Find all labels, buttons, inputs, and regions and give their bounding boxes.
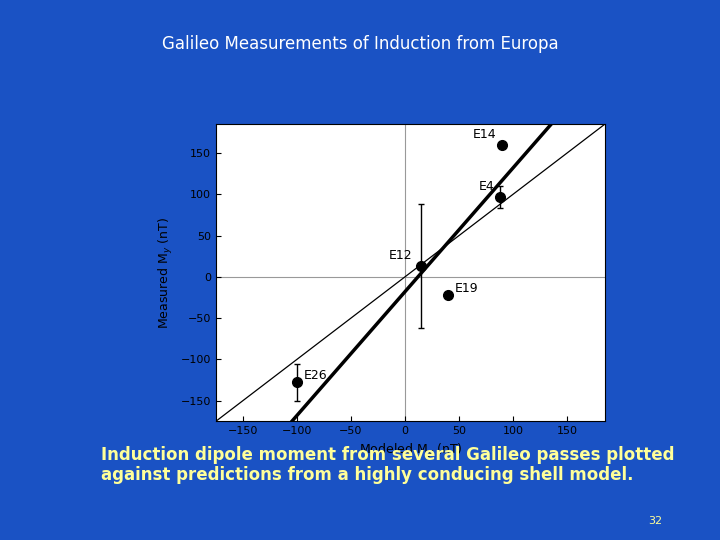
Text: 32: 32 <box>648 516 662 526</box>
Y-axis label: Measured M$_y$ (nT): Measured M$_y$ (nT) <box>157 217 175 329</box>
Text: E4: E4 <box>479 180 495 193</box>
X-axis label: Modeled M$_y$ (nT): Modeled M$_y$ (nT) <box>359 442 462 460</box>
Text: E14: E14 <box>473 127 497 141</box>
Text: E12: E12 <box>389 249 413 262</box>
Text: Galileo Measurements of Induction from Europa: Galileo Measurements of Induction from E… <box>162 35 558 53</box>
Text: E26: E26 <box>304 369 327 382</box>
Text: Induction dipole moment from several Galileo passes plotted
against predictions : Induction dipole moment from several Gal… <box>101 446 675 484</box>
Text: E19: E19 <box>455 282 478 295</box>
